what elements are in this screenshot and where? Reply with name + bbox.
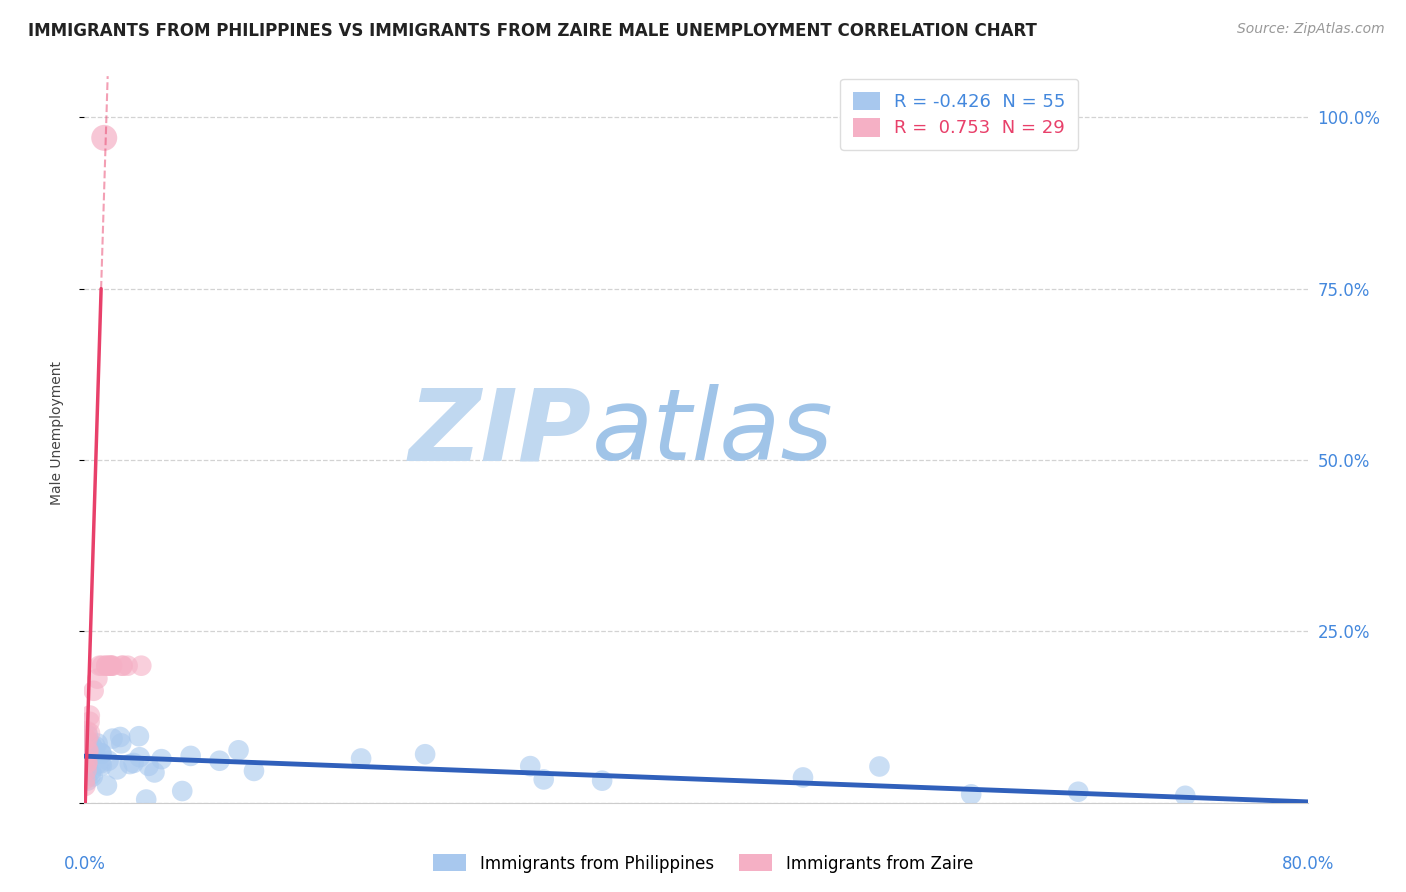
- Point: [79, 737, 101, 751]
- Point: [96, 779, 118, 793]
- Point: [243, 764, 266, 778]
- Point: [82, 740, 104, 755]
- Point: [138, 759, 160, 773]
- Point: [128, 750, 150, 764]
- Point: [519, 759, 541, 773]
- Point: [792, 771, 814, 785]
- Point: [77, 736, 100, 750]
- Point: [79, 708, 101, 723]
- Point: [89, 658, 111, 673]
- Point: [228, 743, 250, 757]
- Point: [75, 772, 97, 787]
- Point: [91, 658, 114, 673]
- Point: [105, 763, 128, 777]
- Point: [208, 754, 231, 768]
- Text: atlas: atlas: [592, 384, 834, 481]
- Point: [101, 658, 124, 673]
- Point: [75, 758, 97, 772]
- Point: [960, 787, 983, 801]
- Point: [76, 754, 98, 768]
- Point: [76, 728, 98, 742]
- Point: [90, 746, 112, 760]
- Point: [82, 770, 104, 784]
- Point: [75, 731, 97, 746]
- Text: Source: ZipAtlas.com: Source: ZipAtlas.com: [1237, 22, 1385, 37]
- Point: [100, 658, 122, 673]
- Point: [83, 683, 105, 698]
- Point: [80, 768, 103, 782]
- Point: [111, 658, 134, 673]
- Y-axis label: Male Unemployment: Male Unemployment: [49, 360, 63, 505]
- Point: [150, 752, 173, 766]
- Point: [101, 731, 124, 746]
- Point: [76, 724, 98, 739]
- Point: [90, 756, 112, 771]
- Text: 0.0%: 0.0%: [63, 855, 105, 872]
- Point: [76, 732, 98, 747]
- Point: [75, 761, 97, 775]
- Point: [180, 748, 202, 763]
- Point: [76, 744, 98, 758]
- Point: [96, 658, 118, 673]
- Point: [98, 658, 121, 673]
- Point: [79, 714, 101, 729]
- Point: [90, 746, 112, 760]
- Point: [533, 772, 555, 787]
- Point: [76, 756, 98, 771]
- Text: 80.0%: 80.0%: [1281, 855, 1334, 872]
- Point: [111, 658, 134, 673]
- Point: [110, 736, 132, 750]
- Point: [77, 744, 100, 758]
- Point: [1067, 785, 1090, 799]
- Point: [1174, 789, 1197, 803]
- Point: [86, 672, 108, 686]
- Point: [79, 726, 101, 740]
- Point: [97, 754, 120, 768]
- Point: [131, 658, 153, 673]
- Point: [172, 784, 194, 798]
- Point: [118, 757, 141, 772]
- Point: [413, 747, 436, 762]
- Point: [76, 762, 98, 776]
- Point: [143, 765, 166, 780]
- Legend: Immigrants from Philippines, Immigrants from Zaire: Immigrants from Philippines, Immigrants …: [426, 847, 980, 880]
- Point: [75, 752, 97, 766]
- Point: [100, 658, 122, 673]
- Text: IMMIGRANTS FROM PHILIPPINES VS IMMIGRANTS FROM ZAIRE MALE UNEMPLOYMENT CORRELATI: IMMIGRANTS FROM PHILIPPINES VS IMMIGRANT…: [28, 22, 1038, 40]
- Point: [75, 779, 97, 793]
- Point: [87, 756, 110, 771]
- Point: [117, 658, 139, 673]
- Point: [591, 773, 613, 788]
- Point: [76, 773, 98, 788]
- Point: [128, 729, 150, 743]
- Point: [869, 759, 891, 773]
- Point: [135, 792, 157, 806]
- Point: [77, 742, 100, 756]
- Point: [90, 759, 112, 773]
- Point: [76, 755, 98, 769]
- Point: [77, 752, 100, 766]
- Point: [75, 751, 97, 765]
- Point: [84, 739, 107, 754]
- Point: [350, 751, 373, 765]
- Point: [122, 756, 145, 770]
- Point: [77, 737, 100, 751]
- Text: ZIP: ZIP: [409, 384, 592, 481]
- Point: [108, 730, 131, 744]
- Point: [75, 747, 97, 761]
- Point: [86, 737, 108, 751]
- Point: [96, 658, 118, 673]
- Point: [83, 747, 105, 761]
- Point: [76, 763, 98, 777]
- Point: [93, 131, 115, 145]
- Point: [90, 747, 112, 761]
- Legend: R = -0.426  N = 55, R =  0.753  N = 29: R = -0.426 N = 55, R = 0.753 N = 29: [841, 78, 1078, 150]
- Point: [80, 764, 103, 778]
